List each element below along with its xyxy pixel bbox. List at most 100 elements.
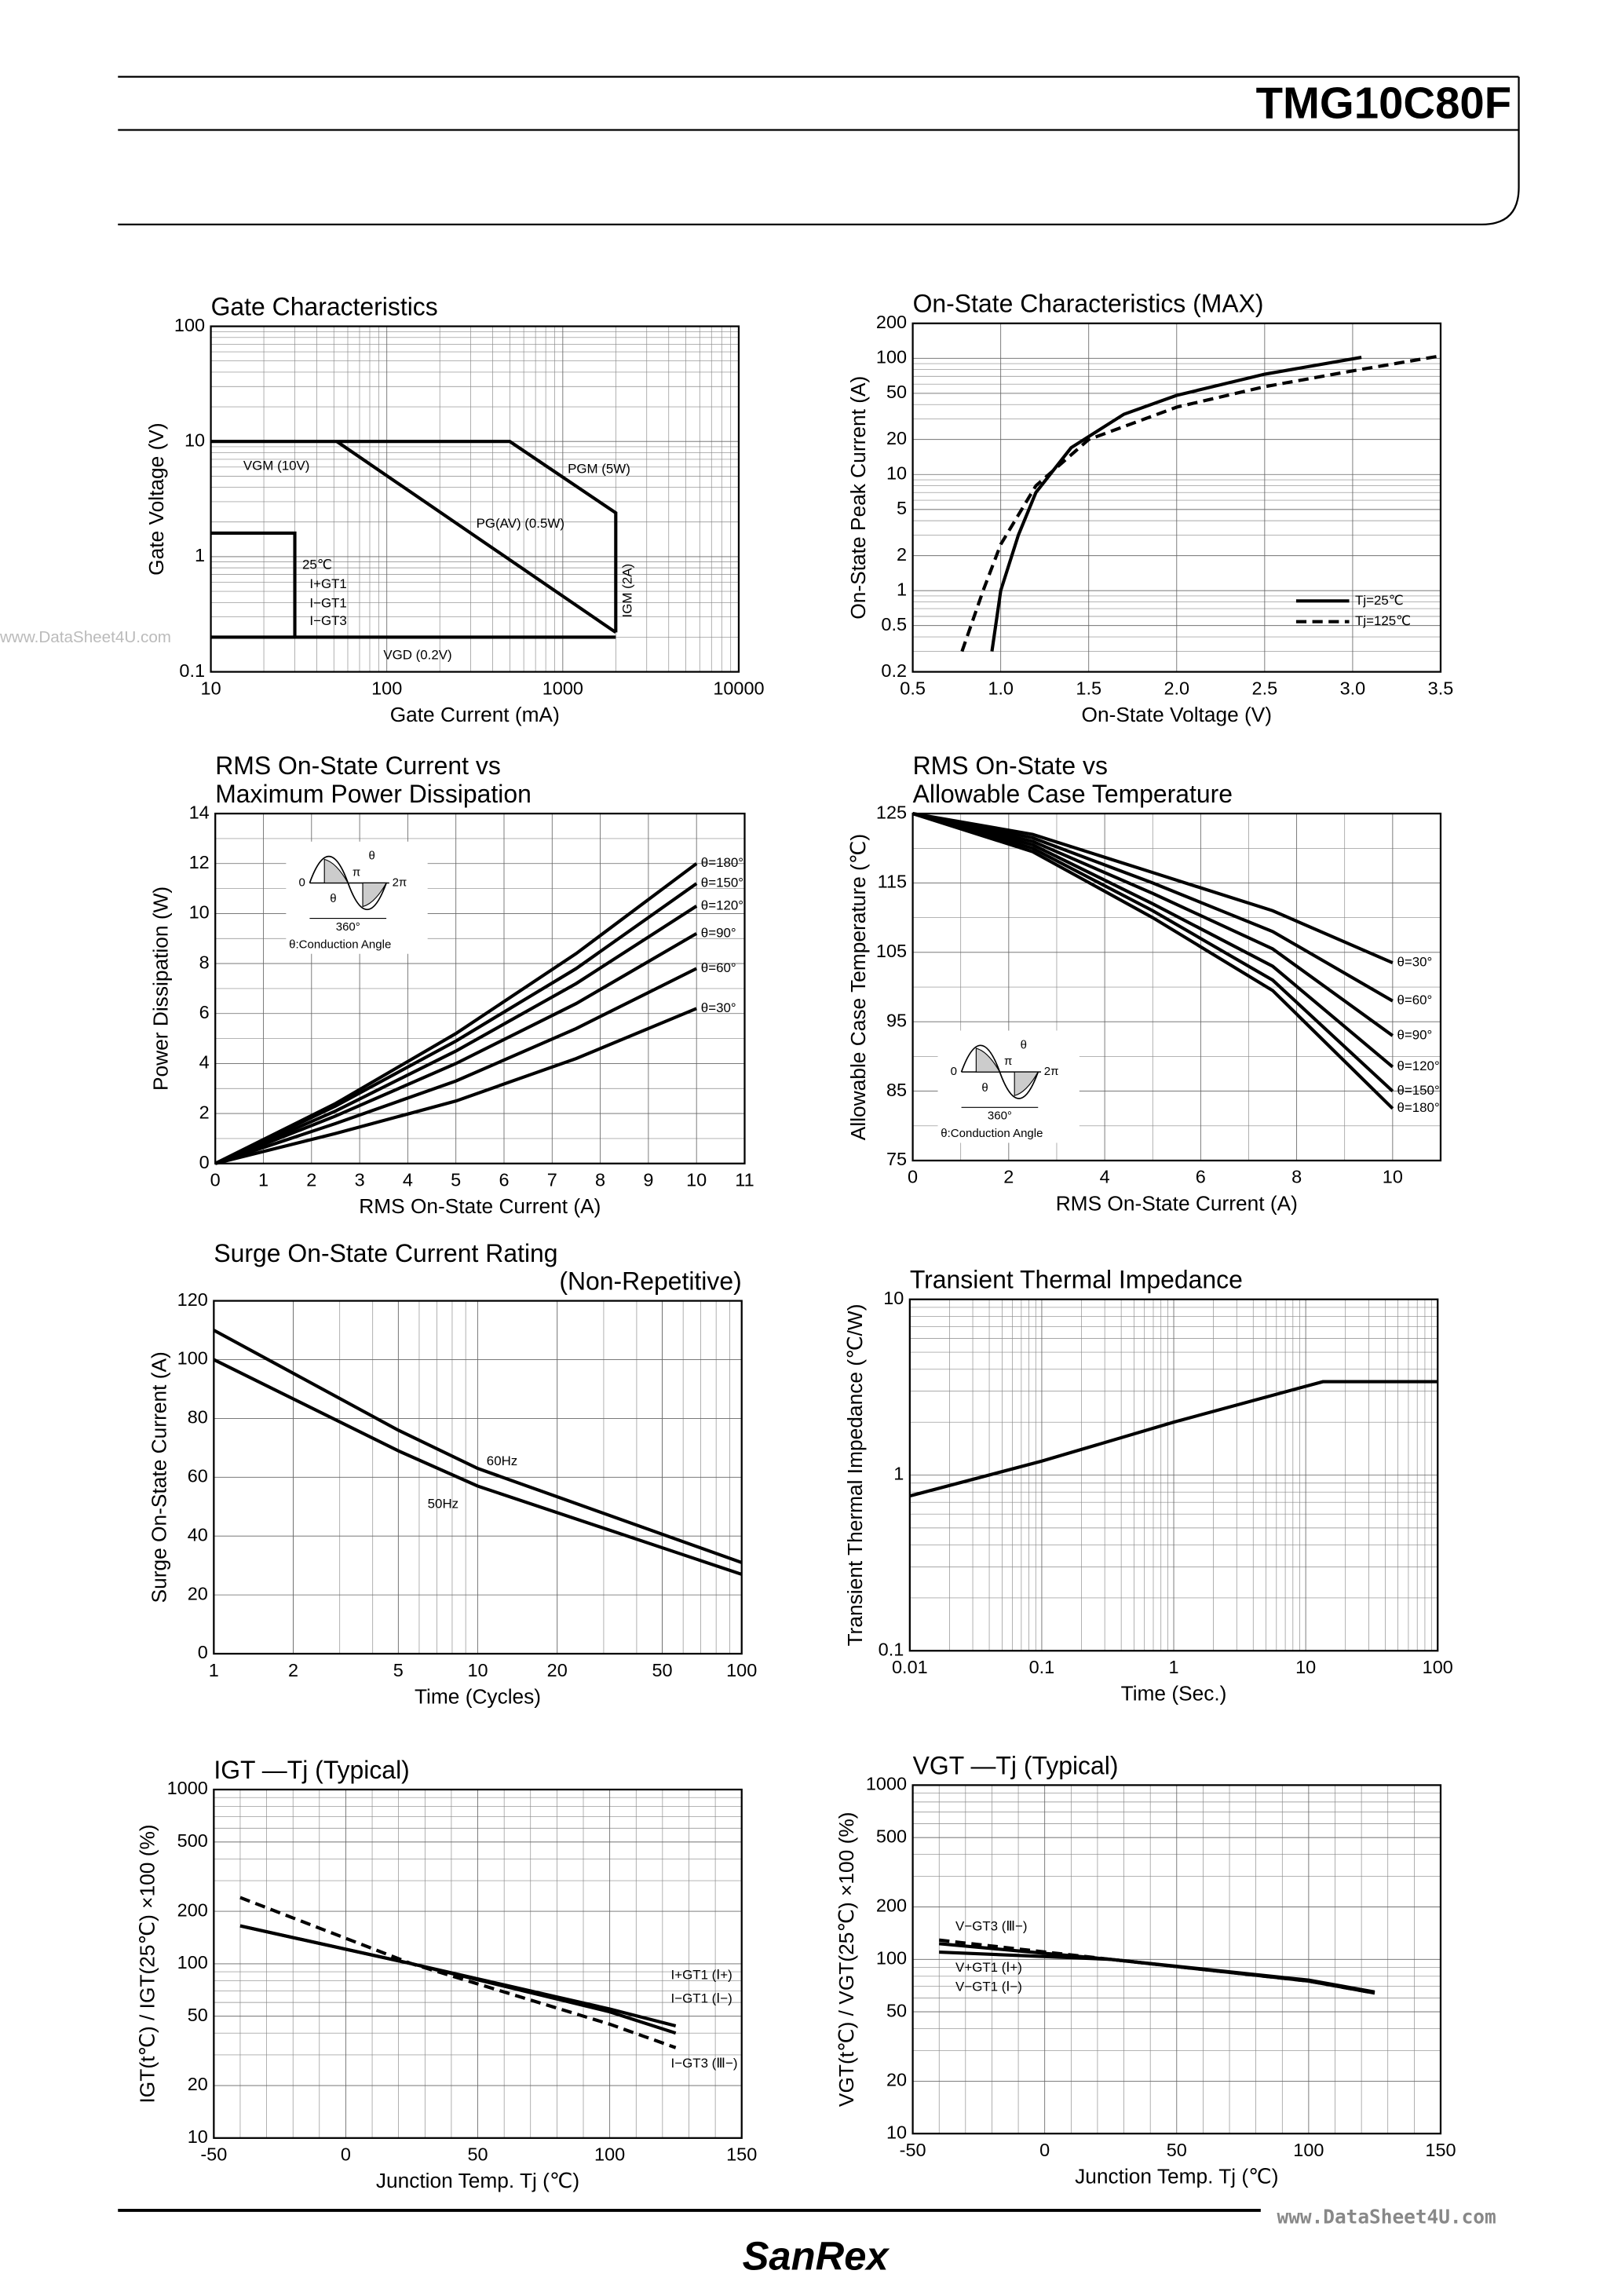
x-tick-label: 0 (341, 2144, 351, 2165)
y-axis-label: Power Dissipation (W) (149, 887, 173, 1091)
x-axis-label: Time (Cycles) (415, 1684, 541, 1708)
series-line (239, 1924, 677, 2028)
plot-frame (214, 812, 746, 1164)
x-tick-label: 0.1 (1029, 1657, 1055, 1677)
y-tick-label: 20 (886, 428, 907, 448)
y-axis-label: On-State Peak Current (A) (846, 376, 870, 620)
series-line (912, 812, 1394, 1093)
x-tick-label: 1 (258, 1170, 269, 1190)
x-tick-label: 9 (643, 1170, 653, 1190)
series-line (210, 440, 618, 633)
x-tick-label: 50 (652, 1660, 672, 1680)
series-line (911, 812, 1394, 1110)
y-tick-label: 5 (897, 498, 907, 518)
y-tick-label: 14 (189, 802, 210, 822)
inset-label: θ (330, 892, 336, 905)
series-label: I−GT1 (Ⅰ−) (671, 1991, 732, 2006)
x-tick-label: 10 (686, 1170, 707, 1190)
inset-label: 360° (336, 920, 360, 934)
legend-label: Tj=25℃ (1355, 593, 1404, 608)
series-line (214, 967, 698, 1165)
x-tick-label: 5 (393, 1660, 404, 1680)
y-tick-label: 0 (199, 1152, 210, 1172)
inset-label: π (1004, 1055, 1012, 1068)
y-tick-label: 2 (199, 1102, 210, 1122)
series-label: 60Hz (487, 1453, 517, 1468)
y-tick-label: 100 (177, 1952, 208, 1972)
inset-label: θ:Conduction Angle (289, 938, 391, 951)
y-tick-label: 10 (886, 462, 907, 483)
series-label: I−GT3 (Ⅲ−) (671, 2056, 738, 2071)
series-line (214, 1007, 697, 1165)
x-tick-label: 10 (201, 678, 221, 698)
chart-title: (Non-Repetitive) (559, 1267, 741, 1295)
x-axis-label: On-State Voltage (V) (1082, 703, 1273, 726)
x-tick-label: -50 (200, 2144, 227, 2165)
plot-frame (911, 322, 1442, 673)
y-axis-label: Surge On-State Current (A) (148, 1351, 171, 1603)
y-tick-label: 200 (876, 312, 907, 332)
x-tick-label: 10 (1295, 1657, 1316, 1677)
series-line (239, 1896, 677, 2049)
x-tick-label: 6 (499, 1170, 509, 1190)
series-label: 50Hz (428, 1497, 458, 1512)
y-axis-label: IGT(t℃) / IGT(25℃) ×100 (%) (136, 1824, 159, 2103)
y-tick-label: 1000 (167, 1778, 208, 1798)
y-axis-label: Gate Voltage (V) (144, 422, 168, 576)
inset-label: 2π (393, 876, 407, 889)
inset-label: π (353, 865, 360, 879)
x-tick-label: 8 (595, 1170, 605, 1190)
chart: 10 100 1000 10000 0.1 1 10 100 Gate Characterist… (144, 292, 765, 726)
y-tick-label: 85 (886, 1080, 907, 1100)
series-label: θ=60° (1397, 993, 1432, 1007)
plot-frame (911, 812, 1442, 1162)
series-line (990, 356, 1362, 652)
y-tick-label: 200 (177, 1899, 208, 1920)
series-line (912, 812, 1394, 965)
y-tick-label: 12 (189, 852, 210, 872)
series-line (960, 354, 1441, 653)
y-tick-label: 10 (184, 430, 205, 450)
inset-label: θ (369, 850, 375, 863)
x-tick-label: 1.0 (988, 678, 1014, 698)
annotation: IGM (2A) (620, 564, 635, 618)
series-label: θ=30° (1397, 955, 1432, 970)
y-tick-label: 100 (876, 1947, 907, 1968)
chart-title: Surge On-State Current Rating (214, 1239, 557, 1267)
chart-title: RMS On-State Current vs (215, 751, 501, 780)
y-tick-label: 500 (876, 1826, 907, 1846)
y-tick-label: 20 (886, 2070, 907, 2090)
y-tick-label: 1 (893, 1464, 904, 1484)
y-tick-label: 50 (886, 382, 907, 402)
series-label: V−GT3 (Ⅲ−) (955, 1918, 1027, 1933)
x-tick-label: 2.5 (1252, 678, 1278, 698)
inset-label: 2π (1044, 1065, 1059, 1078)
y-tick-label: 50 (188, 2005, 208, 2025)
x-tick-label: 100 (594, 2144, 625, 2165)
conduction-inset: 0 π 2π θ θ 360° θ:Conduction Angle (286, 841, 428, 954)
x-tick-label: 50 (1167, 2140, 1187, 2160)
series-label: θ=30° (701, 1000, 736, 1015)
series-label: I+GT1 (Ⅰ+) (671, 1967, 732, 1982)
y-tick-label: 0.1 (179, 660, 205, 681)
x-tick-label: 3.5 (1428, 678, 1454, 698)
series-line (214, 882, 698, 1165)
chart-title: IGT —Tj (Typical) (214, 1756, 409, 1784)
y-tick-label: 10 (886, 2122, 907, 2142)
x-tick-label: 100 (726, 1660, 757, 1680)
y-axis-label: VGT(t℃) / VGT(25℃) ×100 (%) (835, 1812, 858, 2107)
chart: 0.5 1.0 1.5 2.0 2.5 3.0 3.50.20.51251020501002… (846, 290, 1453, 726)
x-axis-label: Gate Current (mA) (390, 703, 560, 726)
series-line (939, 1951, 1375, 1994)
y-tick-label: 6 (199, 1002, 210, 1022)
plot-frame (908, 1298, 1439, 1652)
x-tick-label: 3.0 (1340, 678, 1366, 698)
chart-title: Maximum Power Dissipation (215, 780, 532, 808)
x-tick-label: 5 (451, 1170, 461, 1190)
x-tick-label: -50 (900, 2140, 926, 2160)
y-tick-label: 60 (188, 1466, 208, 1486)
plot-frame (213, 1300, 743, 1655)
